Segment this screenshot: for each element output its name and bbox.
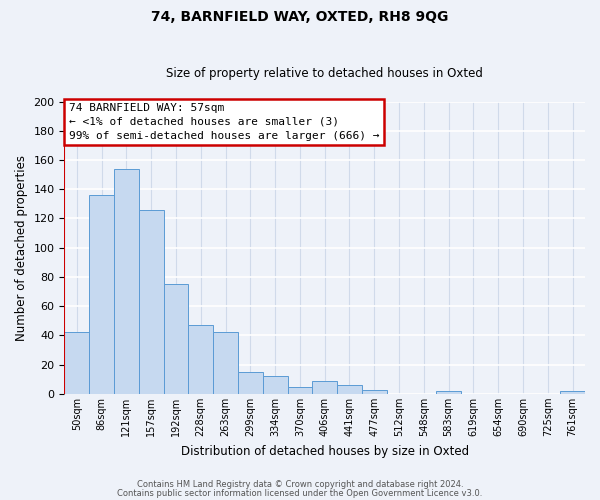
Bar: [287, 386, 313, 394]
Bar: [560, 391, 585, 394]
Text: Contains public sector information licensed under the Open Government Licence v3: Contains public sector information licen…: [118, 489, 482, 498]
Bar: [362, 390, 386, 394]
Bar: [188, 325, 213, 394]
Y-axis label: Number of detached properties: Number of detached properties: [15, 154, 28, 340]
Bar: [64, 332, 89, 394]
Bar: [313, 380, 337, 394]
Text: 74 BARNFIELD WAY: 57sqm
← <1% of detached houses are smaller (3)
99% of semi-det: 74 BARNFIELD WAY: 57sqm ← <1% of detache…: [69, 103, 379, 141]
Bar: [114, 168, 139, 394]
Bar: [238, 372, 263, 394]
Text: Contains HM Land Registry data © Crown copyright and database right 2024.: Contains HM Land Registry data © Crown c…: [137, 480, 463, 489]
Bar: [89, 195, 114, 394]
Text: 74, BARNFIELD WAY, OXTED, RH8 9QG: 74, BARNFIELD WAY, OXTED, RH8 9QG: [151, 10, 449, 24]
Bar: [213, 332, 238, 394]
Title: Size of property relative to detached houses in Oxted: Size of property relative to detached ho…: [166, 66, 483, 80]
Bar: [263, 376, 287, 394]
Bar: [139, 210, 164, 394]
Bar: [337, 385, 362, 394]
X-axis label: Distribution of detached houses by size in Oxted: Distribution of detached houses by size …: [181, 444, 469, 458]
Bar: [436, 391, 461, 394]
Bar: [164, 284, 188, 394]
